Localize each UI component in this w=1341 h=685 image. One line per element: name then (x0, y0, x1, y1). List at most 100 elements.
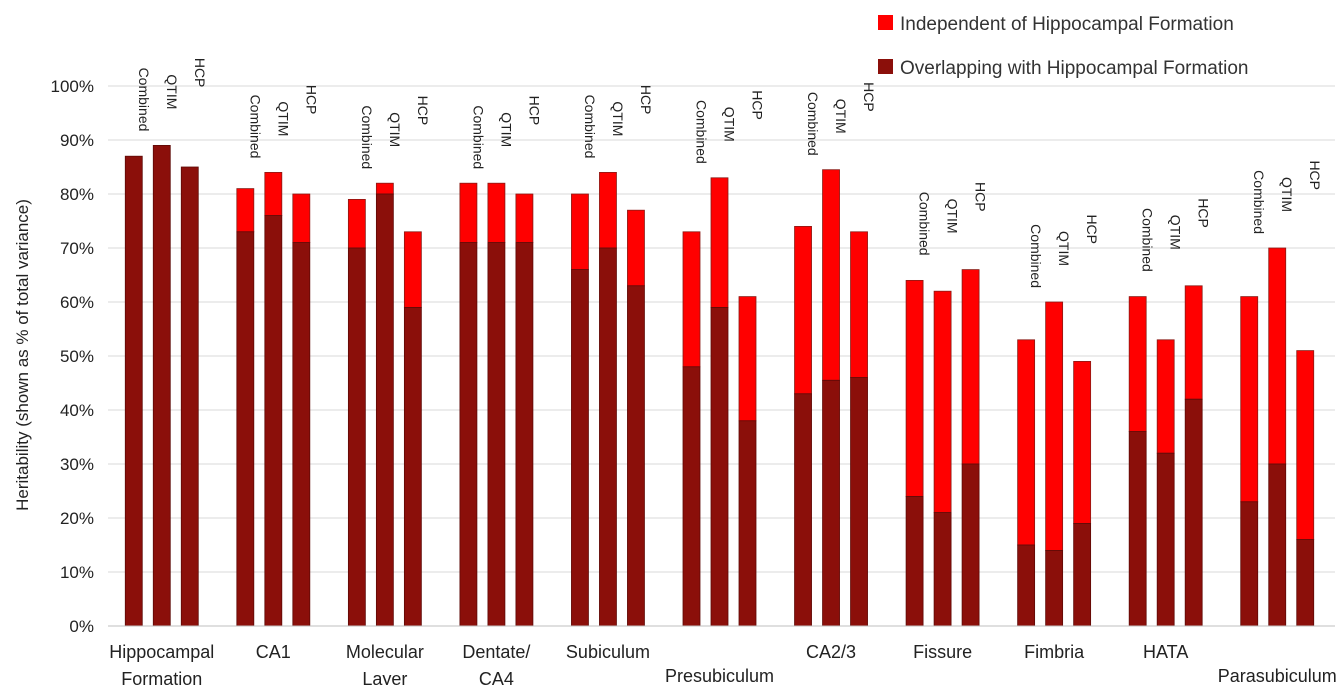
bar-overlapping (487, 242, 506, 627)
bar-independent (961, 269, 980, 465)
bar-overlapping (375, 193, 394, 627)
bar-independent (375, 182, 394, 195)
bar-independent (1017, 339, 1036, 546)
bar-overlapping (1017, 544, 1036, 627)
bar-series-label: Combined (805, 92, 821, 156)
y-tick-label: 80% (60, 185, 94, 204)
bar-overlapping (961, 463, 980, 627)
bar-independent (1268, 247, 1287, 465)
y-tick-label: 100% (51, 77, 94, 96)
bar-overlapping (571, 269, 589, 627)
bar-overlapping (347, 247, 366, 627)
bar-independent (850, 231, 868, 379)
bar-overlapping (850, 377, 868, 627)
bar-series-label: Combined (1251, 170, 1267, 234)
bar-series-label: HCP (638, 85, 654, 115)
bar-series-label: HCP (861, 82, 877, 112)
bars (124, 144, 1315, 627)
bar-independent (515, 193, 534, 243)
bar-independent (292, 193, 311, 243)
bar-independent (599, 171, 617, 249)
bar-overlapping (1268, 463, 1287, 627)
bar-independent (264, 171, 283, 216)
bar-independent (1184, 285, 1203, 400)
bar-series-label: Combined (136, 68, 152, 132)
bar-series-label: QTIM (833, 99, 849, 134)
bar-series-label: Combined (470, 105, 486, 169)
bar-overlapping (822, 379, 840, 627)
category-label: HATA (1143, 642, 1188, 662)
bar-independent (710, 177, 729, 308)
bar-series-label: Combined (694, 100, 710, 164)
category-label: Dentate/ (462, 642, 530, 662)
bar-overlapping (124, 155, 143, 627)
bar-series-label: Combined (917, 192, 933, 256)
bar-independent (1296, 350, 1315, 541)
bar-overlapping (710, 306, 729, 627)
y-tick-label: 20% (60, 509, 94, 528)
bar-series-label: QTIM (1279, 177, 1295, 212)
bar-overlapping (1128, 431, 1147, 627)
bar-series-label: HCP (1196, 198, 1212, 228)
bar-independent (347, 198, 366, 249)
category-label: Subiculum (566, 642, 650, 662)
bar-overlapping (1156, 452, 1175, 627)
y-tick-label: 40% (60, 401, 94, 420)
bar-series-label: QTIM (1168, 215, 1184, 250)
bar-series-label: HCP (415, 96, 431, 126)
bar-series-label: Combined (1140, 208, 1156, 272)
bar-independent (487, 182, 506, 243)
bar-overlapping (1296, 539, 1315, 627)
legend-swatch-independent (878, 15, 893, 30)
bar-series-label: HCP (973, 182, 989, 212)
category-label: Layer (362, 669, 407, 685)
bar-series-label: QTIM (164, 74, 180, 109)
bar-overlapping (738, 420, 757, 627)
bar-independent (933, 290, 952, 514)
bar-overlapping (905, 495, 924, 627)
bar-series-label: HCP (1307, 160, 1323, 190)
bar-series-label: QTIM (498, 112, 514, 147)
bar-overlapping (292, 242, 311, 627)
bar-series-label: QTIM (387, 112, 403, 147)
bar-independent (682, 231, 701, 368)
bar-overlapping (152, 144, 171, 627)
bar-series-label: QTIM (1056, 231, 1072, 266)
bar-overlapping (459, 242, 478, 627)
bar-overlapping (682, 366, 701, 627)
bar-overlapping (1073, 523, 1092, 627)
bar-independent (1156, 339, 1175, 454)
y-axis-ticks: 0% 10% 20% 30% 40% 50% 60% 70% 80% 90% 100% (51, 77, 94, 636)
bar-overlapping (403, 306, 422, 627)
category-labels: Hippocampal Formation CA1 Molecular Layer Den… (109, 642, 1337, 685)
bar-series-label: HCP (750, 90, 766, 120)
bar-series-label: Combined (359, 105, 375, 169)
bar-series-label: QTIM (610, 101, 626, 136)
bar-independent (1240, 296, 1259, 503)
bar-independent (627, 209, 645, 287)
y-tick-label: 30% (60, 455, 94, 474)
bar-independent (1073, 360, 1092, 524)
bar-overlapping (515, 242, 534, 627)
bar-series-label: Combined (582, 95, 598, 159)
bar-independent (1128, 296, 1147, 433)
y-axis-title: Heritability (shown as % of total varian… (13, 199, 32, 511)
legend-swatch-overlapping (878, 59, 893, 74)
bar-series-label: Combined (247, 95, 263, 159)
y-tick-label: 90% (60, 131, 94, 150)
y-tick-label: 50% (60, 347, 94, 366)
category-label: CA1 (256, 642, 291, 662)
category-label: Presubiculum (665, 666, 774, 685)
bar-independent (822, 169, 840, 381)
legend: Independent of Hippocampal Formation Ove… (878, 14, 1249, 79)
bar-labels: Combined QTIM HCP Combined QTIM HCP Combined QT… (136, 58, 1323, 288)
category-label: Formation (121, 669, 202, 685)
y-tick-label: 60% (60, 293, 94, 312)
y-tick-label: 0% (69, 617, 94, 636)
bar-overlapping (627, 285, 645, 627)
bar-overlapping (180, 166, 199, 627)
category-label: Parasubiculum (1218, 666, 1337, 685)
category-label: CA4 (479, 669, 514, 685)
bar-overlapping (794, 393, 812, 627)
